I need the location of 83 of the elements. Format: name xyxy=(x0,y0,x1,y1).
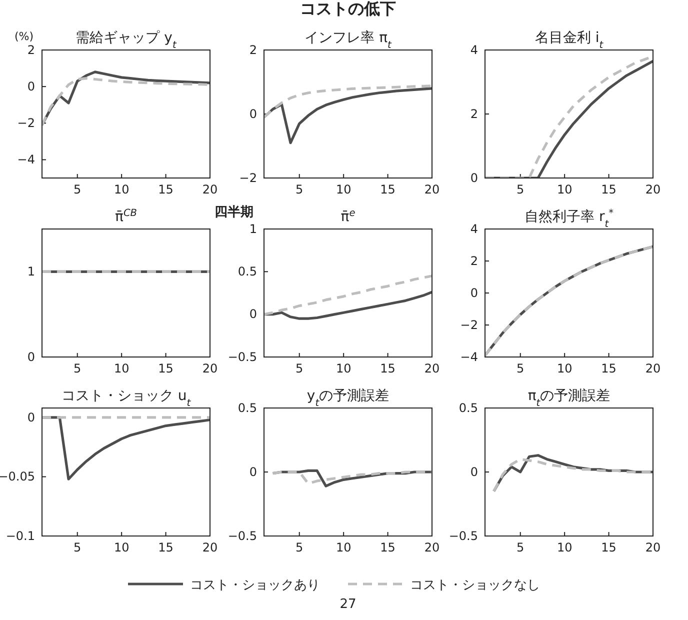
x-axis-title: 四半期 xyxy=(214,205,254,220)
y-tick-label: −4 xyxy=(460,350,478,364)
x-tick-label: 10 xyxy=(336,182,352,197)
y-tick-label: −2 xyxy=(460,318,478,332)
x-tick-label: 5 xyxy=(296,540,304,555)
y-tick-label: 0 xyxy=(249,106,257,121)
x-tick-label: 15 xyxy=(601,362,616,376)
x-tick-label: 15 xyxy=(601,182,616,197)
x-tick-label: 20 xyxy=(202,182,218,197)
x-tick-label: 15 xyxy=(158,182,174,197)
y-tick-label: 2 xyxy=(470,254,478,268)
chart-title: y$_{t}$の予測誤差 xyxy=(306,388,390,408)
chart-title: コスト・ショック u$_{t}$ xyxy=(61,388,192,408)
x-tick-label: 15 xyxy=(380,362,396,376)
x-tick-label: 10 xyxy=(556,540,572,555)
x-tick-label: 10 xyxy=(556,362,572,376)
line-series xyxy=(264,290,432,320)
y-tick-label: 1 xyxy=(27,264,35,279)
y-tick-label: 4 xyxy=(470,222,478,236)
x-tick-label: 20 xyxy=(424,362,440,376)
y-tick-label: 0 xyxy=(27,410,35,424)
y-tick-label: 0.5 xyxy=(458,400,478,415)
text: 27 xyxy=(340,597,356,612)
x-tick-label: 20 xyxy=(202,540,218,555)
y-tick-label: 2 xyxy=(470,106,478,121)
line-series xyxy=(264,274,432,316)
chart-title: インフレ率 π$_{t}$ xyxy=(304,30,393,50)
x-tick-label: 10 xyxy=(114,362,130,376)
x-tick-label: 5 xyxy=(296,182,304,197)
chart-title: π$_{t}$の予測誤差 xyxy=(528,388,610,408)
y-tick-label: 0.5 xyxy=(238,400,257,415)
x-tick-label: 5 xyxy=(296,362,304,376)
y-tick-label: −4 xyxy=(17,152,35,167)
y-tick-label: −0.5 xyxy=(448,528,478,543)
y-axis-title: (%) xyxy=(14,30,34,43)
x-tick-label: 20 xyxy=(202,362,218,376)
text: コストの低下 xyxy=(300,0,396,18)
y-tick-label: 0 xyxy=(470,464,478,479)
y-tick-label: 0 xyxy=(27,350,35,364)
y-tick-label: −0.5 xyxy=(228,350,257,364)
y-tick-label: 2 xyxy=(249,42,257,57)
y-tick-label: −0.1 xyxy=(6,528,35,543)
x-tick-label: 5 xyxy=(516,540,524,555)
x-tick-label: 20 xyxy=(645,182,661,197)
x-tick-label: 15 xyxy=(158,540,174,555)
y-tick-label: 0.5 xyxy=(238,264,257,279)
y-tick-label: 0 xyxy=(249,464,257,479)
y-tick-label: −2 xyxy=(239,170,257,185)
x-tick-label: 5 xyxy=(74,182,82,197)
legend-label: コスト・ショックあり xyxy=(190,578,320,593)
x-tick-label: 10 xyxy=(336,540,352,555)
x-tick-label: 10 xyxy=(114,182,130,197)
line-series xyxy=(264,84,432,118)
x-tick-label: 20 xyxy=(645,540,661,555)
y-tick-label: −0.5 xyxy=(228,528,257,543)
x-tick-label: 5 xyxy=(516,362,524,376)
line-series xyxy=(485,245,653,357)
y-tick-label: 1 xyxy=(249,222,257,236)
chart-title: 名目金利 i$_{t}$ xyxy=(534,30,604,50)
x-tick-label: 10 xyxy=(556,182,572,197)
x-tick-label: 5 xyxy=(516,182,524,197)
x-tick-label: 15 xyxy=(380,540,396,555)
y-tick-label: 0 xyxy=(249,307,257,322)
y-tick-label: −2 xyxy=(17,116,35,130)
y-tick-label: 2 xyxy=(27,42,35,57)
x-tick-label: 20 xyxy=(424,540,440,555)
y-tick-label: 4 xyxy=(470,42,478,57)
x-tick-label: 20 xyxy=(424,182,440,197)
y-tick-label: 0 xyxy=(470,286,478,300)
x-tick-label: 20 xyxy=(645,362,661,376)
x-tick-label: 5 xyxy=(74,362,82,376)
x-tick-label: 10 xyxy=(336,362,352,376)
y-tick-label: 0 xyxy=(27,79,35,94)
chart-title: π̄$^{e}$ xyxy=(340,208,356,225)
chart-title: 需給ギャップ y$_{t}$ xyxy=(76,30,178,50)
chart-title: π̄$^{CB}$ xyxy=(115,208,138,225)
legend-label: コスト・ショックなし xyxy=(410,578,540,593)
x-tick-label: 15 xyxy=(158,362,174,376)
y-tick-label: 0 xyxy=(470,170,478,185)
x-tick-label: 15 xyxy=(601,540,616,555)
x-tick-label: 15 xyxy=(380,182,396,197)
x-tick-label: 5 xyxy=(74,540,82,555)
x-tick-label: 10 xyxy=(114,540,130,555)
